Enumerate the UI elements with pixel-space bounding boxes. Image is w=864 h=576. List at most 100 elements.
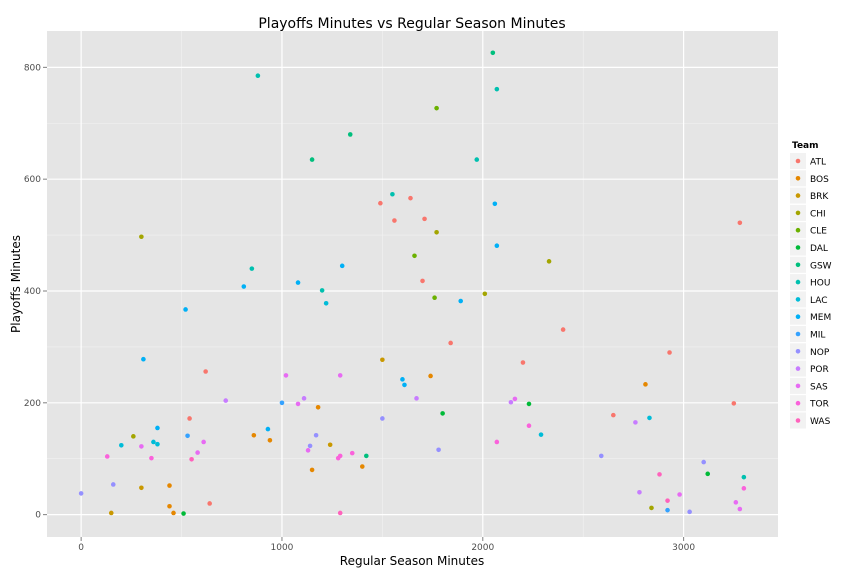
legend-key-sas bbox=[795, 383, 801, 389]
plot-panel bbox=[47, 31, 778, 537]
data-point-sas bbox=[512, 396, 518, 402]
data-point-atl bbox=[520, 360, 526, 365]
data-point-nop bbox=[78, 491, 84, 496]
legend-key-was bbox=[795, 418, 801, 423]
data-point-bos bbox=[315, 404, 321, 410]
data-point-nop bbox=[598, 453, 604, 459]
data-point-mem bbox=[458, 298, 463, 304]
data-point-tor bbox=[349, 450, 355, 456]
data-point-atl bbox=[422, 216, 427, 222]
data-point-por bbox=[301, 396, 307, 401]
data-point-atl bbox=[207, 501, 212, 506]
data-point-mem bbox=[402, 382, 407, 388]
legend-key-chi bbox=[795, 210, 801, 216]
data-point-tor bbox=[149, 455, 154, 461]
data-point-mem bbox=[400, 377, 405, 382]
y-tick-label: 200 bbox=[24, 399, 41, 409]
legend-key-lac bbox=[795, 297, 801, 302]
data-point-atl bbox=[667, 350, 672, 355]
legend-label-mem: MEM bbox=[810, 313, 831, 323]
data-point-lac bbox=[323, 300, 329, 306]
data-point-gsw bbox=[309, 157, 315, 162]
legend-title: Team bbox=[792, 141, 819, 151]
data-point-was bbox=[665, 498, 670, 503]
data-point-bos bbox=[428, 373, 433, 379]
data-point-tor bbox=[494, 439, 500, 445]
data-point-sas bbox=[737, 506, 743, 512]
y-tick-label: 800 bbox=[24, 63, 41, 73]
legend-label-lac: LAC bbox=[810, 296, 828, 306]
data-point-mem bbox=[155, 425, 160, 431]
data-point-chi bbox=[649, 505, 654, 511]
data-point-atl bbox=[378, 200, 383, 206]
y-tick-label: 0 bbox=[35, 511, 41, 521]
legend-key-hou bbox=[795, 279, 801, 285]
y-tick-label: 600 bbox=[24, 175, 41, 185]
legend-key-dal bbox=[795, 245, 801, 250]
data-point-was bbox=[657, 472, 662, 477]
data-point-hou bbox=[319, 288, 325, 293]
data-point-hou bbox=[255, 73, 261, 79]
data-point-gsw bbox=[347, 132, 353, 137]
data-point-nop bbox=[380, 416, 385, 421]
data-point-bos bbox=[171, 510, 176, 516]
data-point-nop bbox=[687, 509, 692, 515]
data-point-dal bbox=[440, 411, 445, 416]
legend-key-por bbox=[795, 366, 801, 371]
data-point-lac bbox=[538, 432, 544, 437]
data-point-atl bbox=[392, 218, 397, 223]
data-point-sas bbox=[195, 450, 200, 455]
data-point-hou bbox=[249, 266, 255, 271]
data-point-chi bbox=[131, 434, 136, 439]
data-point-bos bbox=[251, 432, 257, 438]
data-point-hou bbox=[390, 191, 395, 197]
data-point-hou bbox=[741, 474, 747, 480]
data-point-nop bbox=[436, 447, 441, 453]
data-point-mem bbox=[339, 263, 345, 269]
data-point-mem bbox=[265, 426, 271, 432]
data-point-sas bbox=[733, 500, 739, 505]
data-point-brk bbox=[139, 485, 144, 491]
data-point-mem bbox=[494, 243, 500, 249]
legend-label-tor: TOR bbox=[809, 400, 829, 410]
data-point-brk bbox=[108, 510, 114, 516]
data-point-dal bbox=[526, 401, 532, 407]
data-point-sas bbox=[305, 448, 311, 453]
data-point-sas bbox=[283, 373, 289, 378]
data-point-bos bbox=[643, 382, 648, 387]
data-point-tor bbox=[741, 486, 747, 491]
legend: Team ATL BOS BRK CHI CLE DAL GSW HOU LAC MEM MIL NO… bbox=[790, 141, 832, 429]
data-point-brk bbox=[327, 442, 333, 448]
data-point-lac bbox=[647, 415, 652, 421]
data-point-tor bbox=[104, 454, 110, 459]
data-point-chi bbox=[434, 229, 439, 235]
grid-major bbox=[47, 31, 778, 537]
data-point-nop bbox=[701, 459, 706, 465]
legend-key-brk bbox=[795, 193, 801, 198]
data-point-mem bbox=[241, 284, 247, 289]
data-point-bos bbox=[167, 483, 172, 488]
legend-label-bos: BOS bbox=[810, 175, 829, 185]
data-point-mem bbox=[492, 201, 498, 207]
data-point-mil bbox=[279, 400, 285, 406]
legend-key-tor bbox=[795, 400, 801, 406]
data-point-bos bbox=[359, 464, 365, 469]
legend-label-brk: BRK bbox=[810, 192, 829, 202]
legend-key-gsw bbox=[795, 262, 801, 268]
legend-label-chi: CHI bbox=[810, 209, 826, 219]
data-point-bos bbox=[167, 503, 172, 509]
x-tick-label: 1000 bbox=[271, 543, 294, 553]
data-point-atl bbox=[187, 416, 192, 421]
data-point-gsw bbox=[364, 453, 369, 459]
legend-label-por: POR bbox=[810, 365, 829, 375]
data-point-nop bbox=[313, 432, 319, 438]
data-point-dal bbox=[181, 511, 186, 516]
data-point-sas bbox=[337, 373, 343, 378]
data-point-mem bbox=[295, 280, 301, 285]
data-point-lac bbox=[155, 441, 160, 447]
legend-label-mil: MIL bbox=[810, 331, 825, 341]
data-point-atl bbox=[611, 412, 616, 418]
data-point-por bbox=[508, 399, 514, 405]
legend-label-cle: CLE bbox=[810, 227, 827, 237]
y-tick-label: 400 bbox=[24, 287, 41, 297]
